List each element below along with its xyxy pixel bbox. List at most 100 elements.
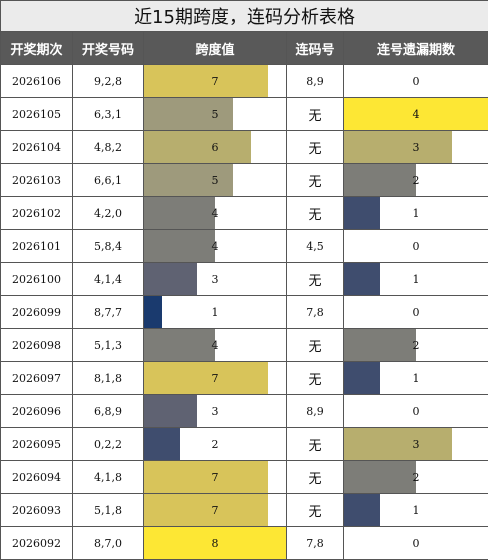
span-bar (144, 395, 197, 427)
period-cell: 2026102 (1, 197, 73, 230)
period-cell: 2026097 (1, 362, 73, 395)
span-bar (144, 263, 197, 295)
span-bar (144, 329, 215, 361)
span-cell: 8 (144, 527, 287, 560)
period-cell: 2026092 (1, 527, 73, 560)
miss-value: 1 (413, 504, 420, 517)
table-container: 近15期跨度，连码分析表格 开奖期次 开奖号码 跨度值 连码号 连号遗漏期数 2… (0, 0, 488, 545)
miss-count-cell: 0 (344, 296, 488, 329)
numbers-cell: 6,8,9 (73, 395, 144, 428)
header-row: 开奖期次 开奖号码 跨度值 连码号 连号遗漏期数 (1, 32, 488, 65)
miss-value: 0 (413, 240, 420, 253)
span-value: 2 (212, 438, 219, 451)
period-cell: 2026098 (1, 329, 73, 362)
span-cell: 7 (144, 362, 287, 395)
miss-bar (344, 461, 416, 493)
period-cell: 2026100 (1, 263, 73, 296)
numbers-cell: 5,1,8 (73, 494, 144, 527)
span-value: 4 (212, 207, 219, 220)
miss-count-cell: 0 (344, 527, 488, 560)
miss-count-cell: 0 (344, 230, 488, 263)
miss-value: 0 (413, 75, 420, 88)
miss-count-cell: 1 (344, 197, 488, 230)
miss-value: 0 (413, 405, 420, 418)
span-bar (144, 197, 215, 229)
span-bar (144, 230, 215, 262)
period-cell: 2026104 (1, 131, 73, 164)
miss-count-cell: 0 (344, 395, 488, 428)
numbers-cell: 8,1,8 (73, 362, 144, 395)
header-period: 开奖期次 (1, 32, 73, 65)
period-cell: 2026095 (1, 428, 73, 461)
miss-count-cell: 1 (344, 263, 488, 296)
numbers-cell: 8,7,7 (73, 296, 144, 329)
miss-value: 1 (413, 273, 420, 286)
span-value: 3 (212, 273, 219, 286)
span-value: 7 (212, 504, 219, 517)
span-cell: 6 (144, 131, 287, 164)
header-miss-count: 连号遗漏期数 (344, 32, 488, 65)
span-value: 8 (212, 537, 219, 550)
span-value: 7 (212, 372, 219, 385)
header-numbers: 开奖号码 (73, 32, 144, 65)
miss-value: 0 (413, 537, 420, 550)
miss-count-cell: 1 (344, 494, 488, 527)
miss-count-cell: 4 (344, 98, 488, 131)
miss-value: 2 (413, 339, 420, 352)
period-cell: 2026103 (1, 164, 73, 197)
numbers-cell: 5,1,3 (73, 329, 144, 362)
period-cell: 2026105 (1, 98, 73, 131)
miss-bar (344, 164, 416, 196)
span-cell: 4 (144, 197, 287, 230)
span-bar (144, 131, 251, 163)
miss-bar (344, 263, 380, 295)
span-cell: 7 (144, 65, 287, 98)
span-cell: 3 (144, 395, 287, 428)
span-bar (144, 362, 268, 394)
period-cell: 2026101 (1, 230, 73, 263)
miss-value: 2 (413, 174, 420, 187)
consecutive-cell: 无 (287, 197, 344, 230)
period-cell: 2026096 (1, 395, 73, 428)
miss-bar (344, 131, 452, 163)
span-cell: 5 (144, 98, 287, 131)
consecutive-cell: 无 (287, 164, 344, 197)
numbers-cell: 4,2,0 (73, 197, 144, 230)
miss-count-cell: 2 (344, 329, 488, 362)
span-cell: 1 (144, 296, 287, 329)
miss-count-cell: 1 (344, 362, 488, 395)
miss-value: 1 (413, 372, 420, 385)
span-cell: 2 (144, 428, 287, 461)
consecutive-cell: 8,9 (287, 65, 344, 98)
numbers-cell: 9,2,8 (73, 65, 144, 98)
consecutive-cell: 无 (287, 461, 344, 494)
span-value: 5 (212, 108, 219, 121)
miss-bar (344, 362, 380, 394)
miss-bar (344, 197, 380, 229)
consecutive-cell: 4,5 (287, 230, 344, 263)
span-value: 3 (212, 405, 219, 418)
miss-bar (344, 428, 452, 460)
span-bar (144, 98, 233, 130)
miss-count-cell: 2 (344, 164, 488, 197)
numbers-cell: 8,7,0 (73, 527, 144, 560)
period-cell: 2026093 (1, 494, 73, 527)
header-span: 跨度值 (144, 32, 287, 65)
miss-value: 1 (413, 207, 420, 220)
miss-value: 3 (413, 438, 420, 451)
numbers-cell: 6,3,1 (73, 98, 144, 131)
miss-count-cell: 3 (344, 131, 488, 164)
